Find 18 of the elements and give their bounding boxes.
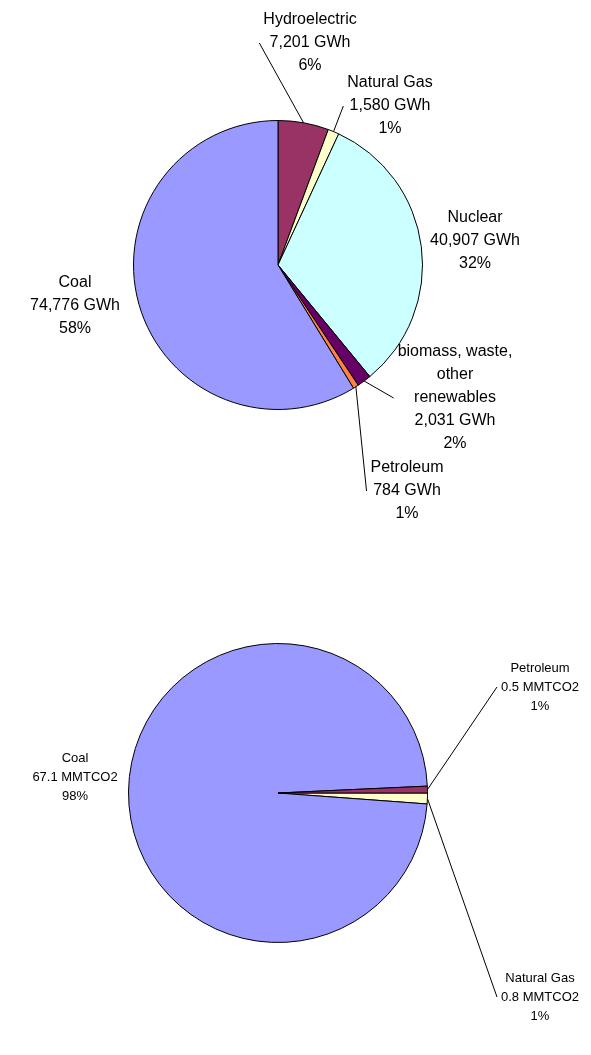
slice-label: Natural Gas [347,73,433,91]
slice-label: Petroleum [370,458,444,476]
slice-label: biomass, waste, other renewables [397,342,513,406]
data-label: 74,776 GWh 58% [30,296,120,337]
data-label: 67.1 MMTCO2 98% [32,768,118,803]
data-label: 2,031 GWh 2% [414,411,496,452]
slice-label: Natural Gas [505,969,576,985]
slice-label: Hydroelectric [263,10,357,28]
data-label: 0.5 MMTCO2 1% [500,678,580,713]
data-label: 1,580 GWh 1% [349,96,431,137]
data-label: 40,907 GWh 32% [430,231,520,272]
data-label: 7,201 GWh 6% [269,33,351,74]
slice-label: Coal [58,273,92,291]
slice-label: Nuclear [447,208,504,226]
slice-label: Petroleum [510,659,570,675]
slice-label: Coal [61,749,89,765]
data-label: 784 GWh 1% [373,481,441,522]
data-label: 0.8 MMTCO2 1% [500,988,580,1023]
